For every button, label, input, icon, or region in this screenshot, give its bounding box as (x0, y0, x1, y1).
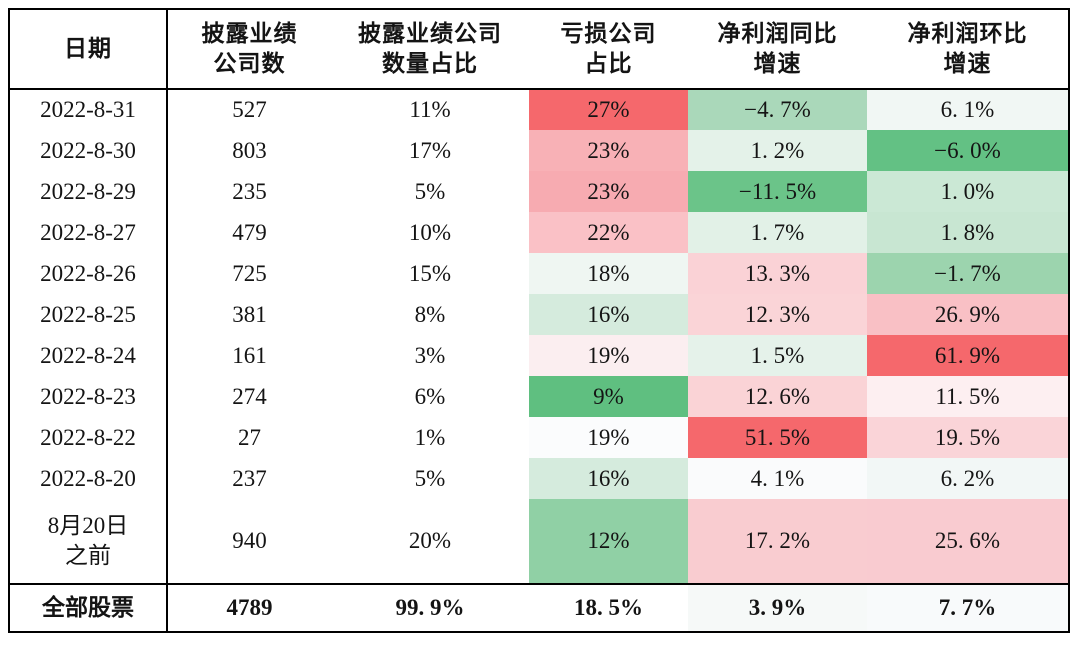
cell-qoq-growth: 25. 6% (867, 499, 1069, 584)
table-row: 2022-8-25 381 8% 16% 12. 3% 26. 9% (9, 294, 1069, 335)
cell-yoy-growth: 4. 1% (688, 458, 867, 499)
cell-yoy-growth: 1. 7% (688, 212, 867, 253)
cell-yoy-growth: 1. 2% (688, 130, 867, 171)
cell-qoq-growth: 11. 5% (867, 376, 1069, 417)
cell-yoy-growth: 12. 3% (688, 294, 867, 335)
table-row: 2022-8-30 803 17% 23% 1. 2% −6. 0% (9, 130, 1069, 171)
cell-qoq-growth: 1. 0% (867, 171, 1069, 212)
cell-disclosed-ratio: 5% (414, 178, 446, 204)
cell-disclosed-count: 161 (232, 342, 267, 368)
cell-disclosed-ratio: 99. 9% (395, 595, 465, 620)
cell-loss-ratio: 27% (529, 89, 688, 130)
cell-loss-ratio: 23% (529, 171, 688, 212)
cell-disclosed-ratio: 6% (414, 383, 446, 409)
cell-date: 2022-8-23 (9, 376, 168, 417)
table-row: 8月20日 之前 940 20% 12% 17. 2% 25. 6% (9, 499, 1069, 584)
cell-qoq-growth: 7. 7% (867, 584, 1069, 632)
cell-loss-ratio: 18% (529, 253, 688, 294)
cell-disclosed-count: 274 (232, 383, 267, 409)
cell-disclosed-count: 725 (232, 260, 267, 286)
col-header-yoy-growth: 净利润同比 增速 (688, 9, 867, 90)
cell-loss-ratio: 22% (529, 212, 688, 253)
cell-date: 2022-8-29 (9, 171, 168, 212)
cell-disclosed-ratio: 15% (408, 260, 452, 286)
cell-disclosed-count: 235 (232, 178, 267, 204)
cell-date: 2022-8-22 (9, 417, 168, 458)
cell-date: 2022-8-31 (9, 89, 168, 130)
cell-yoy-growth: −11. 5% (688, 171, 867, 212)
cell-qoq-growth: 6. 2% (867, 458, 1069, 499)
cell-disclosed-ratio: 17% (408, 137, 452, 163)
cell-loss-ratio: 19% (529, 417, 688, 458)
cell-yoy-growth: −4. 7% (688, 89, 867, 130)
table-row: 2022-8-31 527 11% 27% −4. 7% 6. 1% (9, 89, 1069, 130)
table-row: 2022-8-23 274 6% 9% 12. 6% 11. 5% (9, 376, 1069, 417)
cell-disclosed-ratio: 11% (409, 97, 451, 122)
cell-yoy-growth: 13. 3% (688, 253, 867, 294)
cell-date: 2022-8-25 (9, 294, 168, 335)
table-header: 日期 披露业绩 公司数 披露业绩公司 数量占比 亏损公司 占比 净利润同比 增速 净利润环比 增速 (9, 9, 1069, 90)
cell-loss-ratio: 9% (529, 376, 688, 417)
cell-yoy-growth: 12. 6% (688, 376, 867, 417)
cell-disclosed-ratio: 5% (414, 465, 446, 491)
cell-qoq-growth: 6. 1% (867, 89, 1069, 130)
cell-qoq-growth: 19. 5% (867, 417, 1069, 458)
cell-date: 全部股票 (9, 584, 168, 632)
cell-qoq-growth: −6. 0% (867, 130, 1069, 171)
cell-date: 2022-8-30 (9, 130, 168, 171)
cell-date: 8月20日 之前 (9, 499, 168, 584)
cell-loss-ratio: 19% (529, 335, 688, 376)
cell-yoy-growth: 17. 2% (688, 499, 867, 584)
cell-loss-ratio: 18. 5% (529, 584, 688, 632)
table-row: 2022-8-22 27 1% 19% 51. 5% 19. 5% (9, 417, 1069, 458)
col-header-disclosed-count: 披露业绩 公司数 (167, 9, 331, 90)
table-body: 2022-8-31 527 11% 27% −4. 7% 6. 1% 2022-8-30 80… (9, 89, 1069, 632)
cell-yoy-growth: 1. 5% (688, 335, 867, 376)
cell-date: 2022-8-27 (9, 212, 168, 253)
col-header-loss-ratio: 亏损公司 占比 (529, 9, 688, 90)
cell-qoq-growth: −1. 7% (867, 253, 1069, 294)
table-row: 2022-8-27 479 10% 22% 1. 7% 1. 8% (9, 212, 1069, 253)
cell-date: 2022-8-20 (9, 458, 168, 499)
earnings-disclosure-table: 日期 披露业绩 公司数 披露业绩公司 数量占比 亏损公司 占比 净利润同比 增速 净利润环比 增速 … (8, 8, 1070, 633)
summary-row: 全部股票 4789 99. 9% 18. 5% 3. 9% 7. 7% (9, 584, 1069, 632)
col-header-qoq-growth: 净利润环比 增速 (867, 9, 1069, 90)
header-row: 日期 披露业绩 公司数 披露业绩公司 数量占比 亏损公司 占比 净利润同比 增速 净利润环比 增速 (9, 9, 1069, 90)
cell-disclosed-count: 803 (232, 137, 267, 163)
cell-loss-ratio: 12% (529, 499, 688, 584)
cell-disclosed-ratio: 8% (414, 301, 446, 327)
cell-disclosed-ratio: 3% (414, 342, 446, 368)
table-row: 2022-8-24 161 3% 19% 1. 5% 61. 9% (9, 335, 1069, 376)
table-container: 日期 披露业绩 公司数 披露业绩公司 数量占比 亏损公司 占比 净利润同比 增速 净利润环比 增速 … (8, 8, 1070, 633)
cell-disclosed-count: 381 (232, 301, 267, 327)
cell-date: 2022-8-26 (9, 253, 168, 294)
table-row: 2022-8-29 235 5% 23% −11. 5% 1. 0% (9, 171, 1069, 212)
col-header-disclosed-ratio: 披露业绩公司 数量占比 (331, 9, 529, 90)
cell-disclosed-count: 527 (232, 97, 267, 122)
cell-qoq-growth: 26. 9% (867, 294, 1069, 335)
cell-qoq-growth: 1. 8% (867, 212, 1069, 253)
cell-disclosed-count: 237 (232, 465, 267, 491)
table-row: 2022-8-20 237 5% 16% 4. 1% 6. 2% (9, 458, 1069, 499)
cell-disclosed-count: 27 (238, 424, 261, 450)
cell-disclosed-ratio: 20% (408, 528, 452, 553)
cell-disclosed-count: 4789 (226, 595, 273, 620)
col-header-date: 日期 (9, 9, 168, 90)
cell-disclosed-ratio: 10% (408, 219, 452, 245)
cell-qoq-growth: 61. 9% (867, 335, 1069, 376)
cell-date: 2022-8-24 (9, 335, 168, 376)
table-row: 2022-8-26 725 15% 18% 13. 3% −1. 7% (9, 253, 1069, 294)
cell-disclosed-count: 940 (232, 528, 267, 553)
cell-yoy-growth: 3. 9% (688, 584, 867, 632)
cell-loss-ratio: 16% (529, 294, 688, 335)
cell-disclosed-count: 479 (232, 219, 267, 245)
cell-loss-ratio: 16% (529, 458, 688, 499)
cell-yoy-growth: 51. 5% (688, 417, 867, 458)
cell-loss-ratio: 23% (529, 130, 688, 171)
cell-disclosed-ratio: 1% (414, 424, 446, 450)
